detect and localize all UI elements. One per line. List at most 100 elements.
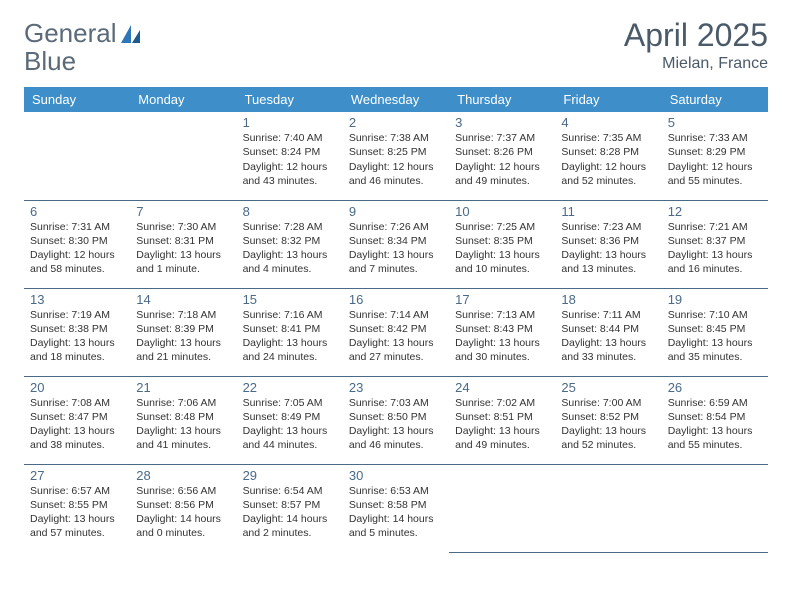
day-info: Sunrise: 6:56 AMSunset: 8:56 PMDaylight:…: [136, 484, 230, 541]
day-info: Sunrise: 7:00 AMSunset: 8:52 PMDaylight:…: [561, 396, 655, 453]
day-info: Sunrise: 7:05 AMSunset: 8:49 PMDaylight:…: [243, 396, 337, 453]
day-number: 27: [30, 468, 124, 483]
day-number: 6: [30, 204, 124, 219]
day-number: 10: [455, 204, 549, 219]
calendar-row: 27Sunrise: 6:57 AMSunset: 8:55 PMDayligh…: [24, 464, 768, 552]
day-number: 24: [455, 380, 549, 395]
day-info: Sunrise: 7:11 AMSunset: 8:44 PMDaylight:…: [561, 308, 655, 365]
day-cell: 20Sunrise: 7:08 AMSunset: 8:47 PMDayligh…: [24, 376, 130, 464]
calendar-row: 20Sunrise: 7:08 AMSunset: 8:47 PMDayligh…: [24, 376, 768, 464]
day-number: 20: [30, 380, 124, 395]
day-info: Sunrise: 6:53 AMSunset: 8:58 PMDaylight:…: [349, 484, 443, 541]
day-number: 17: [455, 292, 549, 307]
col-friday: Friday: [555, 87, 661, 112]
day-cell: 8Sunrise: 7:28 AMSunset: 8:32 PMDaylight…: [237, 200, 343, 288]
empty-cell: [24, 112, 130, 200]
day-number: 12: [668, 204, 762, 219]
col-saturday: Saturday: [662, 87, 768, 112]
day-info: Sunrise: 7:33 AMSunset: 8:29 PMDaylight:…: [668, 131, 762, 188]
day-number: 19: [668, 292, 762, 307]
day-number: 23: [349, 380, 443, 395]
col-wednesday: Wednesday: [343, 87, 449, 112]
day-cell: 13Sunrise: 7:19 AMSunset: 8:38 PMDayligh…: [24, 288, 130, 376]
day-info: Sunrise: 7:18 AMSunset: 8:39 PMDaylight:…: [136, 308, 230, 365]
day-info: Sunrise: 7:13 AMSunset: 8:43 PMDaylight:…: [455, 308, 549, 365]
day-cell: 15Sunrise: 7:16 AMSunset: 8:41 PMDayligh…: [237, 288, 343, 376]
day-cell: 25Sunrise: 7:00 AMSunset: 8:52 PMDayligh…: [555, 376, 661, 464]
day-info: Sunrise: 7:40 AMSunset: 8:24 PMDaylight:…: [243, 131, 337, 188]
day-cell: 5Sunrise: 7:33 AMSunset: 8:29 PMDaylight…: [662, 112, 768, 200]
calendar-row: 1Sunrise: 7:40 AMSunset: 8:24 PMDaylight…: [24, 112, 768, 200]
logo: General: [24, 18, 144, 49]
day-info: Sunrise: 7:28 AMSunset: 8:32 PMDaylight:…: [243, 220, 337, 277]
day-info: Sunrise: 7:16 AMSunset: 8:41 PMDaylight:…: [243, 308, 337, 365]
day-cell: 19Sunrise: 7:10 AMSunset: 8:45 PMDayligh…: [662, 288, 768, 376]
day-info: Sunrise: 7:35 AMSunset: 8:28 PMDaylight:…: [561, 131, 655, 188]
day-info: Sunrise: 7:19 AMSunset: 8:38 PMDaylight:…: [30, 308, 124, 365]
calendar-table: Sunday Monday Tuesday Wednesday Thursday…: [24, 87, 768, 553]
day-number: 30: [349, 468, 443, 483]
day-cell: 16Sunrise: 7:14 AMSunset: 8:42 PMDayligh…: [343, 288, 449, 376]
day-cell: 28Sunrise: 6:56 AMSunset: 8:56 PMDayligh…: [130, 464, 236, 552]
title-block: April 2025 Mielan, France: [624, 18, 768, 73]
location: Mielan, France: [624, 55, 768, 73]
day-info: Sunrise: 7:08 AMSunset: 8:47 PMDaylight:…: [30, 396, 124, 453]
day-number: 8: [243, 204, 337, 219]
day-info: Sunrise: 7:03 AMSunset: 8:50 PMDaylight:…: [349, 396, 443, 453]
col-thursday: Thursday: [449, 87, 555, 112]
day-number: 28: [136, 468, 230, 483]
day-cell: 26Sunrise: 6:59 AMSunset: 8:54 PMDayligh…: [662, 376, 768, 464]
logo-text-1: General: [24, 18, 117, 49]
month-title: April 2025: [624, 18, 768, 53]
calendar-row: 13Sunrise: 7:19 AMSunset: 8:38 PMDayligh…: [24, 288, 768, 376]
day-cell: 3Sunrise: 7:37 AMSunset: 8:26 PMDaylight…: [449, 112, 555, 200]
day-cell: 7Sunrise: 7:30 AMSunset: 8:31 PMDaylight…: [130, 200, 236, 288]
day-cell: 2Sunrise: 7:38 AMSunset: 8:25 PMDaylight…: [343, 112, 449, 200]
day-info: Sunrise: 7:06 AMSunset: 8:48 PMDaylight:…: [136, 396, 230, 453]
day-info: Sunrise: 7:26 AMSunset: 8:34 PMDaylight:…: [349, 220, 443, 277]
day-cell: 12Sunrise: 7:21 AMSunset: 8:37 PMDayligh…: [662, 200, 768, 288]
day-number: 14: [136, 292, 230, 307]
day-number: 16: [349, 292, 443, 307]
day-number: 7: [136, 204, 230, 219]
day-number: 3: [455, 115, 549, 130]
day-number: 5: [668, 115, 762, 130]
day-cell: 4Sunrise: 7:35 AMSunset: 8:28 PMDaylight…: [555, 112, 661, 200]
day-info: Sunrise: 7:25 AMSunset: 8:35 PMDaylight:…: [455, 220, 549, 277]
day-number: 26: [668, 380, 762, 395]
day-info: Sunrise: 7:14 AMSunset: 8:42 PMDaylight:…: [349, 308, 443, 365]
day-number: 21: [136, 380, 230, 395]
day-cell: 11Sunrise: 7:23 AMSunset: 8:36 PMDayligh…: [555, 200, 661, 288]
empty-cell: [555, 464, 661, 552]
day-cell: 1Sunrise: 7:40 AMSunset: 8:24 PMDaylight…: [237, 112, 343, 200]
day-info: Sunrise: 7:23 AMSunset: 8:36 PMDaylight:…: [561, 220, 655, 277]
logo-sail-icon: [120, 24, 142, 44]
empty-cell: [662, 464, 768, 552]
empty-cell: [449, 464, 555, 552]
day-number: 18: [561, 292, 655, 307]
day-cell: 22Sunrise: 7:05 AMSunset: 8:49 PMDayligh…: [237, 376, 343, 464]
day-cell: 9Sunrise: 7:26 AMSunset: 8:34 PMDaylight…: [343, 200, 449, 288]
calendar-row: 6Sunrise: 7:31 AMSunset: 8:30 PMDaylight…: [24, 200, 768, 288]
day-info: Sunrise: 6:59 AMSunset: 8:54 PMDaylight:…: [668, 396, 762, 453]
empty-cell: [130, 112, 236, 200]
day-cell: 27Sunrise: 6:57 AMSunset: 8:55 PMDayligh…: [24, 464, 130, 552]
day-number: 25: [561, 380, 655, 395]
day-info: Sunrise: 7:31 AMSunset: 8:30 PMDaylight:…: [30, 220, 124, 277]
day-number: 2: [349, 115, 443, 130]
col-tuesday: Tuesday: [237, 87, 343, 112]
col-monday: Monday: [130, 87, 236, 112]
day-cell: 18Sunrise: 7:11 AMSunset: 8:44 PMDayligh…: [555, 288, 661, 376]
day-cell: 14Sunrise: 7:18 AMSunset: 8:39 PMDayligh…: [130, 288, 236, 376]
day-cell: 21Sunrise: 7:06 AMSunset: 8:48 PMDayligh…: [130, 376, 236, 464]
day-cell: 6Sunrise: 7:31 AMSunset: 8:30 PMDaylight…: [24, 200, 130, 288]
col-sunday: Sunday: [24, 87, 130, 112]
day-number: 9: [349, 204, 443, 219]
day-cell: 29Sunrise: 6:54 AMSunset: 8:57 PMDayligh…: [237, 464, 343, 552]
day-info: Sunrise: 6:54 AMSunset: 8:57 PMDaylight:…: [243, 484, 337, 541]
day-info: Sunrise: 7:30 AMSunset: 8:31 PMDaylight:…: [136, 220, 230, 277]
logo-text-2: Blue: [24, 46, 76, 77]
day-info: Sunrise: 7:21 AMSunset: 8:37 PMDaylight:…: [668, 220, 762, 277]
day-cell: 17Sunrise: 7:13 AMSunset: 8:43 PMDayligh…: [449, 288, 555, 376]
day-number: 22: [243, 380, 337, 395]
